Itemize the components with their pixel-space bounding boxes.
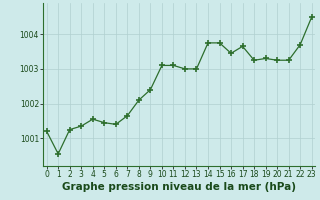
X-axis label: Graphe pression niveau de la mer (hPa): Graphe pression niveau de la mer (hPa) — [62, 182, 296, 192]
